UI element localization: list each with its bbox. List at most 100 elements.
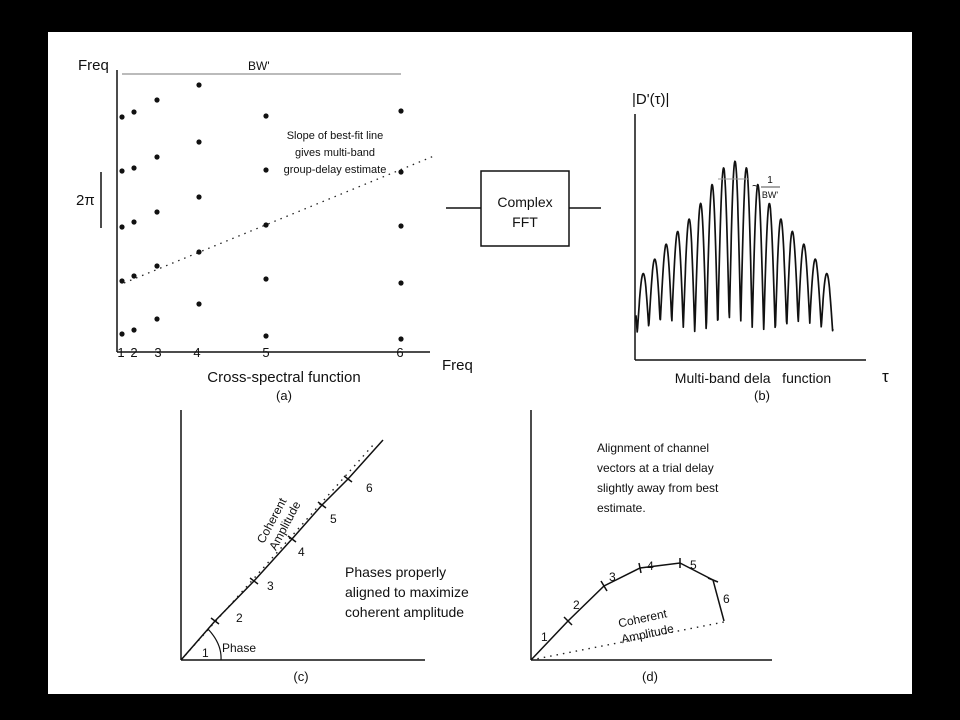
- tau-axis-label: τ: [882, 367, 889, 386]
- phase-point: [263, 113, 269, 119]
- segment-label-6: 6: [723, 592, 730, 606]
- phase-point: [398, 108, 404, 114]
- slide: [48, 32, 912, 694]
- segment-label-1: 1: [202, 646, 209, 660]
- panel-a: Freq Freq BW' 2π Slope of best-fit line …: [76, 57, 473, 403]
- slope-annotation-line3: group-delay estimate: [284, 164, 387, 176]
- segment-tick: [287, 535, 297, 543]
- panel-c: Phase 1 2 3 4 5 6 Coherent Amplitude Pha…: [180, 410, 469, 684]
- delay-function-axis-label: |D'(τ)|: [632, 91, 669, 108]
- two-pi-label: 2π: [76, 192, 95, 209]
- phase-point: [398, 223, 404, 229]
- phase-point: [196, 249, 202, 255]
- peak-width-tilde: ~: [752, 179, 759, 193]
- channel-label-3: 3: [154, 345, 161, 360]
- phase-point: [154, 154, 160, 160]
- phase-point: [131, 273, 137, 279]
- segment-tick: [563, 616, 573, 626]
- aligned-vectors: [180, 439, 384, 661]
- panel-c-letter: (c): [293, 669, 308, 684]
- segment-label-5: 5: [330, 512, 337, 526]
- segment-tick: [638, 562, 642, 574]
- bandwidth-label: BW': [248, 59, 270, 73]
- phase-point: [398, 169, 404, 175]
- segment-label-6: 6: [366, 481, 373, 495]
- phase-point: [196, 82, 202, 88]
- peak-width-numerator: 1: [767, 175, 773, 186]
- channel-label-2: 2: [130, 345, 137, 360]
- segment-ticks: [210, 475, 353, 625]
- phase-point: [154, 316, 160, 322]
- panel-a-y-axis-label: Freq: [78, 57, 109, 74]
- phase-point: [119, 224, 125, 230]
- phase-point: [263, 222, 269, 228]
- best-fit-line: [123, 155, 435, 284]
- phase-points: [119, 82, 404, 342]
- phase-label: Phase: [222, 641, 256, 655]
- channel-label-6: 6: [396, 345, 403, 360]
- fft-label-line1: Complex: [497, 194, 552, 210]
- channel-label-1: 1: [117, 345, 124, 360]
- phase-point: [119, 168, 125, 174]
- delay-function-curve: [635, 160, 834, 333]
- fft-box: [480, 170, 570, 247]
- panel-a-x-axis-label: Freq: [442, 357, 473, 374]
- phase-point: [119, 114, 125, 120]
- panel-c-note-line2: aligned to maximize: [345, 584, 469, 600]
- segment-tick: [249, 577, 259, 585]
- phase-point: [196, 139, 202, 145]
- segment-label-2: 2: [573, 598, 580, 612]
- panel-d-letter: (d): [642, 669, 658, 684]
- phase-point: [263, 333, 269, 339]
- phase-point: [196, 301, 202, 307]
- phase-point: [154, 263, 160, 269]
- phase-point: [131, 165, 137, 171]
- segment-label-3: 3: [609, 570, 616, 584]
- panel-d-note-line3: slightly away from best: [597, 481, 719, 495]
- panel-c-note-line3: coherent amplitude: [345, 604, 464, 620]
- phase-angle-arc: [207, 628, 222, 661]
- fft-label-line2: FFT: [512, 214, 538, 230]
- phase-point: [263, 167, 269, 173]
- panel-b: |D'(τ)| τ ~ 1 BW' Multi-band dela functi…: [632, 91, 889, 403]
- segment-label-1: 1: [541, 630, 548, 644]
- panel-d: Alignment of channel vectors at a trial …: [530, 410, 772, 684]
- slope-annotation-line2: gives multi-band: [295, 147, 375, 159]
- phase-point: [196, 194, 202, 200]
- peak-width-denominator: BW': [762, 190, 778, 200]
- phase-point: [119, 331, 125, 337]
- panel-b-caption: Multi-band dela function: [675, 370, 831, 386]
- segment-label-3: 3: [267, 579, 274, 593]
- segment-tick: [600, 580, 608, 592]
- panel-d-note-line4: estimate.: [597, 501, 646, 515]
- panel-c-note-line1: Phases properly: [345, 564, 446, 580]
- phase-point: [154, 97, 160, 103]
- phase-point: [398, 280, 404, 286]
- misaligned-vectors: [530, 562, 725, 661]
- segment-tick: [343, 475, 353, 483]
- phase-point: [131, 327, 137, 333]
- segment-label-4: 4: [298, 545, 305, 559]
- segment-tick: [317, 501, 327, 509]
- panel-d-note-line2: vectors at a trial delay: [597, 461, 714, 475]
- segment-ticks: [563, 558, 719, 626]
- coherent-amplitude-dotted-line: [180, 443, 375, 661]
- coherent-amplitude-label: Coherent Amplitude: [254, 492, 304, 553]
- phase-point: [131, 219, 137, 225]
- segment-tick: [210, 617, 220, 625]
- channel-label-5: 5: [262, 345, 269, 360]
- panel-d-note-line1: Alignment of channel: [597, 441, 709, 455]
- channel-label-4: 4: [193, 345, 200, 360]
- panel-a-caption: Cross-spectral function: [207, 369, 360, 386]
- slope-annotation-line1: Slope of best-fit line: [287, 130, 384, 142]
- panel-a-letter: (a): [276, 388, 292, 403]
- coherent-amplitude-dotted-line: [530, 621, 725, 661]
- phase-point: [119, 278, 125, 284]
- phase-point: [263, 276, 269, 282]
- segment-tick: [707, 577, 719, 583]
- panel-b-letter: (b): [754, 388, 770, 403]
- coherent-amplitude-label: Coherent Amplitude: [617, 606, 676, 647]
- segment-label-5: 5: [690, 558, 697, 572]
- phase-point: [154, 209, 160, 215]
